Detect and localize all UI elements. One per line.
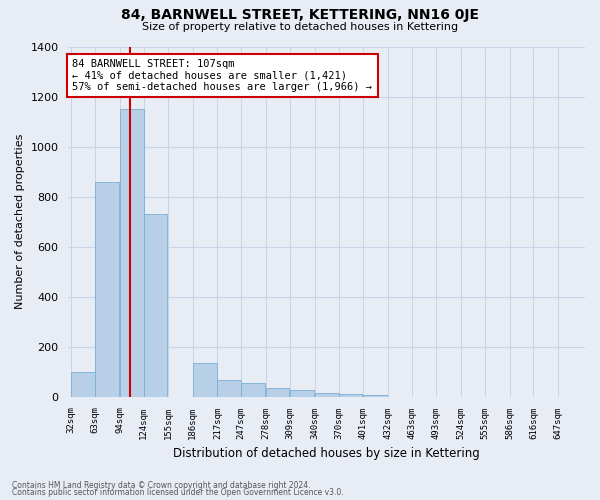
Bar [143, 214, 167, 396]
Bar [315, 393, 338, 396]
Text: 84, BARNWELL STREET, KETTERING, NN16 0JE: 84, BARNWELL STREET, KETTERING, NN16 0JE [121, 8, 479, 22]
Bar [241, 383, 265, 396]
X-axis label: Distribution of detached houses by size in Kettering: Distribution of detached houses by size … [173, 447, 480, 460]
Text: Contains HM Land Registry data © Crown copyright and database right 2024.: Contains HM Land Registry data © Crown c… [12, 480, 311, 490]
Bar [95, 182, 119, 396]
Bar [338, 394, 362, 396]
Y-axis label: Number of detached properties: Number of detached properties [15, 134, 25, 310]
Bar [217, 380, 241, 396]
Bar [71, 372, 95, 396]
Text: Size of property relative to detached houses in Kettering: Size of property relative to detached ho… [142, 22, 458, 32]
Bar [120, 109, 143, 397]
Bar [193, 363, 217, 396]
Text: Contains public sector information licensed under the Open Government Licence v3: Contains public sector information licen… [12, 488, 344, 497]
Bar [290, 390, 314, 396]
Bar [266, 388, 289, 396]
Text: 84 BARNWELL STREET: 107sqm
← 41% of detached houses are smaller (1,421)
57% of s: 84 BARNWELL STREET: 107sqm ← 41% of deta… [73, 59, 373, 92]
